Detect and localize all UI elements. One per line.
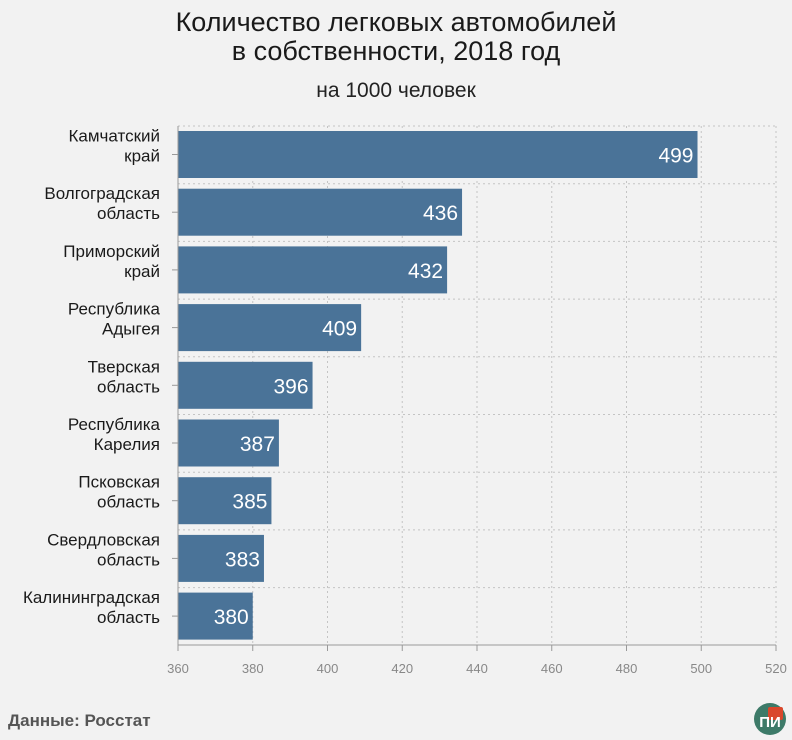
category-label: Свердловская [47, 530, 160, 549]
bar-value-label: 396 [274, 375, 309, 398]
category-label: Тверская [88, 357, 160, 376]
title-line-1: Количество легковых автомобилей [175, 7, 617, 37]
logo-text: ПИ [759, 714, 781, 731]
chart-subtitle: на 1000 человек [316, 79, 476, 102]
chart-title: Количество легковых автомобилей в собств… [0, 8, 792, 66]
category-label: Калининградская [23, 588, 160, 607]
title-line-2: в собственности, 2018 год [231, 36, 561, 66]
x-tick-label: 360 [167, 661, 189, 676]
bar [178, 246, 448, 294]
x-tick-label: 400 [317, 661, 339, 676]
bar [178, 304, 362, 352]
bar-value-label: 409 [322, 318, 357, 341]
category-label: Республика [68, 415, 161, 434]
bar-value-label: 432 [408, 260, 443, 283]
x-tick-label: 440 [466, 661, 488, 676]
bar-chart: 360 380 400 420 440 460 480 500 520 499 Камчатский… [23, 125, 787, 676]
x-tick-label: 460 [541, 661, 563, 676]
x-tick-label: 420 [391, 661, 413, 676]
bar [178, 592, 253, 640]
category-label: область [97, 377, 160, 396]
category-label: область [97, 493, 160, 512]
bar [178, 534, 264, 582]
category-label: область [97, 608, 160, 627]
x-tick-label: 480 [616, 661, 638, 676]
category-label: Псковская [78, 473, 160, 492]
category-label: Камчатский [68, 127, 160, 146]
publisher-logo: ПИ [754, 703, 786, 735]
bar-value-label: 383 [225, 548, 260, 571]
bar-value-label: 436 [423, 202, 458, 225]
category-label: край [124, 147, 160, 166]
bar-value-label: 380 [214, 606, 249, 629]
x-tick-label: 380 [242, 661, 264, 676]
bar [178, 131, 698, 178]
source-note: Данные: Росстат [8, 711, 151, 730]
bar [178, 361, 313, 409]
category-label: Волгоградская [44, 184, 160, 203]
category-label: область [97, 550, 160, 569]
bar-value-label: 387 [240, 433, 275, 456]
bar-value-label: 385 [232, 491, 267, 514]
category-label: Карелия [94, 435, 160, 454]
bar [178, 419, 279, 467]
category-label: Адыгея [102, 320, 160, 339]
bar-value-label: 499 [658, 145, 693, 168]
category-label: край [124, 262, 160, 281]
bar [178, 188, 463, 236]
category-label: область [97, 204, 160, 223]
x-tick-label: 520 [765, 661, 787, 676]
bar [178, 477, 272, 525]
x-tick-label: 500 [690, 661, 712, 676]
category-label: Приморский [63, 242, 160, 261]
category-label: Республика [68, 300, 161, 319]
